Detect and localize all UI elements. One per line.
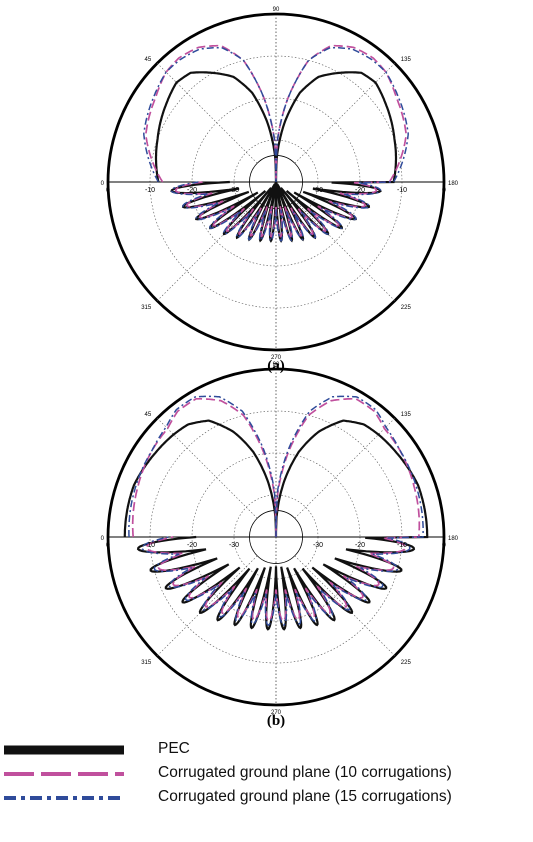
- radial-tick-label: -20: [187, 187, 197, 194]
- series-line-0: [123, 419, 429, 631]
- angle-label-270: 270: [271, 355, 282, 361]
- legend-label-pec: PEC: [158, 740, 190, 757]
- grid-spoke: [294, 555, 396, 657]
- legend: PEC Corrugated ground plane (10 corrugat…: [0, 737, 533, 837]
- grid-spoke: [294, 417, 396, 519]
- legend-line-10-corrugations: [4, 772, 124, 776]
- radial-tick-label: -10: [397, 542, 407, 549]
- angle-label-315: 315: [141, 660, 152, 666]
- radial-tick-label: -30: [229, 187, 239, 194]
- angle-label-135: 135: [401, 57, 412, 63]
- radial-tick-label: 0: [106, 542, 110, 549]
- series-line-1: [144, 44, 408, 238]
- series-line-2: [128, 395, 424, 626]
- radial-tick-label: -30: [313, 542, 323, 549]
- radial-tick-label: -10: [145, 542, 155, 549]
- angle-label-45: 45: [145, 412, 152, 418]
- legend-item-pec: PEC: [0, 737, 533, 763]
- legend-line-15-corrugations: [4, 796, 124, 800]
- grid-spoke: [294, 62, 396, 164]
- radial-tick-label: 0: [442, 542, 446, 549]
- legend-item-10-corrugations: Corrugated ground plane (10 corrugations…: [0, 761, 533, 787]
- angle-label-90: 90: [273, 362, 280, 368]
- radial-tick-label: -20: [355, 542, 365, 549]
- radial-tick-label: -10: [397, 187, 407, 194]
- panel-b-label: (b): [267, 713, 285, 729]
- angle-label-225: 225: [401, 660, 412, 666]
- legend-label-10-corrugations: Corrugated ground plane (10 corrugations…: [158, 764, 452, 781]
- radial-tick-label: -10: [145, 187, 155, 194]
- radial-tick-label: 0: [106, 187, 110, 194]
- legend-label-15-corrugations: Corrugated ground plane (15 corrugations…: [158, 788, 452, 805]
- series-line-2: [143, 46, 409, 242]
- legend-line-pec: [4, 745, 124, 755]
- radial-tick-label: -30: [313, 187, 323, 194]
- radial-tick-label: -20: [187, 542, 197, 549]
- angle-label-225: 225: [401, 305, 412, 311]
- radial-tick-label: -30: [229, 542, 239, 549]
- angle-label-0: 0: [101, 536, 105, 542]
- angle-label-270: 270: [271, 710, 282, 716]
- grid-spoke: [156, 417, 258, 519]
- angle-label-90: 90: [273, 7, 280, 13]
- radial-tick-label: 0: [442, 187, 446, 194]
- angle-label-180: 180: [448, 181, 459, 187]
- series-line-0: [154, 71, 398, 243]
- angle-label-45: 45: [145, 57, 152, 63]
- angle-label-315: 315: [141, 305, 152, 311]
- grid-spoke: [156, 62, 258, 164]
- grid-spoke: [294, 200, 396, 302]
- grid-spoke: [156, 555, 258, 657]
- angle-label-0: 0: [101, 181, 105, 187]
- angle-label-180: 180: [448, 536, 459, 542]
- grid-spoke: [156, 200, 258, 302]
- radial-tick-label: -20: [355, 187, 365, 194]
- angle-label-135: 135: [401, 412, 412, 418]
- legend-item-15-corrugations: Corrugated ground plane (15 corrugations…: [0, 785, 533, 811]
